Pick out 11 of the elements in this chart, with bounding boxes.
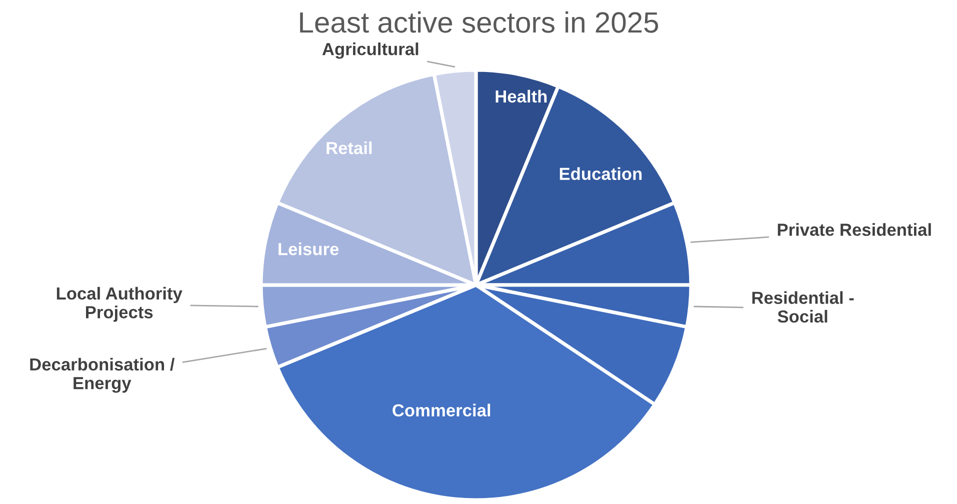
slice-label: Commercial [392,404,490,417]
slice-label: Retail [326,141,372,154]
slice-label: Residential - Social [752,291,854,323]
chart-title: Least active sectors in 2025 [300,11,658,33]
slice-label: Decarbonisation / Energy [30,358,175,393]
slice-label: Education [560,167,642,180]
slice-label: Private Residential [778,223,931,236]
slice-label: Leisure [278,242,339,256]
slice-label: Health [496,90,547,103]
slice-label: Agricultural [322,42,418,59]
slice-label: Local Authority Projects [56,286,182,322]
